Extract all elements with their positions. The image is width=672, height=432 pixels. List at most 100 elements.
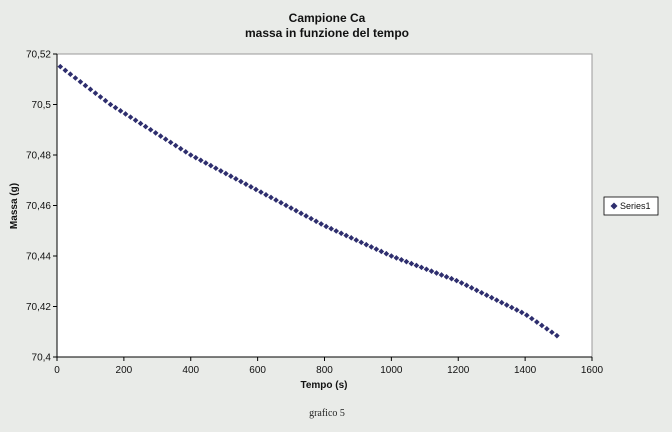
data-point [378, 248, 385, 255]
chart-subtitle: massa in funzione del tempo [245, 26, 409, 40]
data-point [258, 189, 264, 195]
data-point [353, 237, 360, 243]
data-point [77, 78, 84, 85]
data-point [202, 160, 209, 166]
legend-label-series1: Series1 [620, 201, 651, 211]
y-tick-label: 70,46 [26, 201, 51, 212]
data-point [518, 309, 525, 316]
data-point [162, 136, 169, 143]
x-tick-label: 1600 [581, 365, 604, 376]
data-point [458, 280, 465, 286]
x-tick-label: 600 [249, 365, 266, 376]
data-point [122, 111, 129, 117]
data-point [529, 315, 535, 322]
data-point [228, 173, 234, 180]
data-point [192, 154, 199, 161]
data-point [157, 133, 164, 139]
data-point [87, 86, 94, 93]
data-point [423, 266, 430, 273]
x-tick-label: 1000 [380, 365, 403, 376]
data-point [513, 307, 520, 313]
data-point [253, 186, 259, 193]
data-point [132, 117, 139, 124]
data-point [523, 312, 530, 319]
legend-box [603, 196, 659, 216]
data-point [152, 130, 159, 136]
data-point [268, 194, 274, 201]
data-point [328, 225, 334, 232]
x-tick-label: 400 [182, 365, 199, 376]
data-point [127, 114, 134, 120]
data-point [62, 67, 69, 74]
data-point [182, 149, 189, 155]
x-axis-label: Tempo (s) [300, 380, 347, 391]
data-point [137, 120, 144, 127]
data-point [363, 241, 370, 248]
data-point [503, 302, 510, 308]
y-tick-label: 70,44 [26, 252, 51, 263]
y-tick-label: 70,4 [32, 353, 52, 364]
data-point [333, 228, 340, 234]
data-point [283, 202, 289, 209]
x-axis-ticks: 0 200 400 600 800 1000 1200 1400 1600 [54, 357, 604, 376]
data-point [248, 184, 254, 190]
data-point [544, 326, 550, 332]
x-tick-label: 0 [54, 365, 60, 376]
x-tick-label: 1200 [447, 365, 470, 376]
data-point [428, 268, 435, 274]
data-point [368, 244, 375, 250]
data-point [383, 250, 390, 257]
series1-points [57, 63, 560, 339]
data-point [443, 274, 450, 280]
data-point [167, 139, 174, 146]
data-point [418, 264, 425, 271]
y-axis-label: Massa (g) [9, 183, 20, 229]
data-point [298, 210, 304, 217]
x-tick-label: 800 [316, 365, 333, 376]
legend: Series1 [603, 196, 659, 216]
data-point [147, 126, 154, 133]
data-point [92, 90, 99, 96]
data-point [303, 213, 309, 219]
data-point [488, 294, 495, 301]
data-point [413, 262, 420, 269]
data-point [218, 168, 224, 174]
y-tick-label: 70,42 [26, 302, 51, 313]
chart-title: Campione Ca [289, 11, 366, 25]
data-point [278, 199, 284, 206]
data-point [438, 272, 445, 278]
data-point [373, 246, 380, 252]
data-point [534, 319, 540, 325]
data-point [102, 97, 109, 104]
data-point [498, 299, 505, 306]
legend-marker-diamond-icon [610, 202, 618, 210]
data-point [117, 108, 124, 114]
y-axis-ticks: 70,4 70,42 70,44 70,46 70,48 70,5 70,52 [26, 50, 57, 364]
data-point [403, 258, 410, 265]
data-point [208, 162, 214, 169]
data-point [293, 207, 299, 214]
x-tick-label: 1400 [514, 365, 537, 376]
data-point [338, 230, 345, 237]
data-point [238, 178, 244, 185]
data-point [343, 232, 350, 239]
data-point [393, 255, 400, 261]
data-point [388, 253, 395, 259]
figure-caption: grafico 5 [309, 408, 345, 419]
data-point [554, 332, 560, 339]
x-tick-label: 200 [116, 365, 133, 376]
data-point [197, 157, 204, 164]
data-point [273, 197, 279, 203]
y-tick-label: 70,52 [26, 50, 51, 61]
data-point [243, 181, 249, 187]
data-point [448, 275, 455, 282]
data-point [398, 256, 405, 263]
data-point [67, 71, 74, 77]
data-point [473, 287, 480, 294]
data-point [107, 101, 114, 108]
data-point [348, 235, 355, 241]
data-point [142, 123, 149, 130]
data-point [313, 218, 319, 225]
data-point [97, 94, 104, 100]
